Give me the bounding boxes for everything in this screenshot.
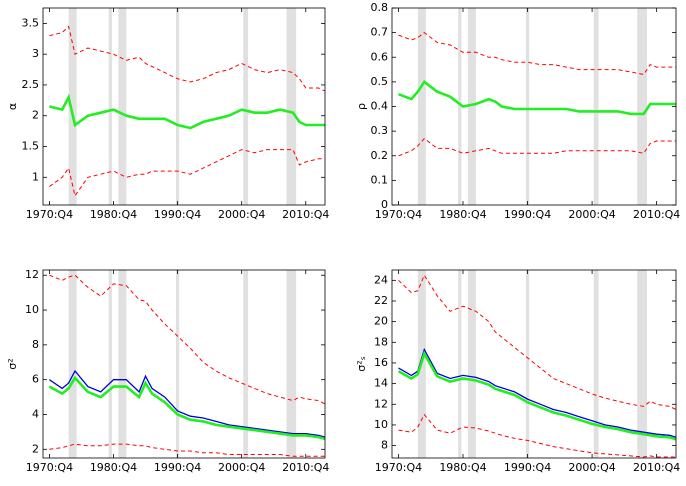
y-tick-label: 12 xyxy=(25,268,39,281)
recession-band xyxy=(286,8,297,205)
recession-band xyxy=(118,270,127,458)
estimate-line xyxy=(398,347,677,438)
y-tick-label: 0.8 xyxy=(371,1,389,14)
axes-box xyxy=(42,7,326,206)
y-tick-label: 24 xyxy=(374,273,388,286)
y-tick-label: 0.5 xyxy=(371,75,389,88)
y-tick-label: 0.6 xyxy=(371,50,389,63)
y-tick-label: 1.5 xyxy=(22,140,40,153)
y-tick-label: 8 xyxy=(32,338,39,351)
y-axis-label: ρ xyxy=(355,103,368,110)
y-tick-label: 0.1 xyxy=(371,173,389,186)
x-tick-label: 2010:Q4 xyxy=(282,208,329,221)
x-tick-label: 2000:Q4 xyxy=(218,208,265,221)
band-line xyxy=(49,443,325,457)
x-tick-label: 2000:Q4 xyxy=(568,208,615,221)
y-tick-label: 0 xyxy=(381,198,388,211)
y-tick-label: 2 xyxy=(32,109,39,122)
estimate-line xyxy=(49,93,325,130)
x-tick-label: 1970:Q4 xyxy=(26,461,73,474)
y-tick-label: 20 xyxy=(374,315,388,328)
estimate-line xyxy=(397,350,677,441)
recession-band xyxy=(467,270,476,458)
x-tick-label: 1990:Q4 xyxy=(154,208,201,221)
y-tick-label: 2 xyxy=(32,442,39,455)
x-tick-label: 2010:Q4 xyxy=(282,461,329,474)
band-line xyxy=(398,413,676,458)
y-tick-label: 8 xyxy=(381,439,388,452)
y-tick-label: 4 xyxy=(32,407,39,420)
recession-band xyxy=(243,8,249,205)
y-tick-label: 0.2 xyxy=(371,149,389,162)
y-tick-label: 16 xyxy=(374,356,388,369)
recession-band xyxy=(458,270,462,458)
x-tick-label: 1980:Q4 xyxy=(90,461,137,474)
y-tick-label: 18 xyxy=(374,335,388,348)
axes-box xyxy=(391,7,677,206)
recession-band xyxy=(458,8,462,205)
y-tick-label: 10 xyxy=(25,303,39,316)
band-line xyxy=(49,274,326,405)
recession-band xyxy=(593,270,599,458)
y-tick-label: 6 xyxy=(32,373,39,386)
band-line xyxy=(398,137,676,157)
x-tick-label: 2010:Q4 xyxy=(633,461,680,474)
recession-band xyxy=(108,8,112,205)
y-tick-label: 0.7 xyxy=(371,26,389,39)
y-tick-label: 12 xyxy=(374,397,388,410)
estimate-line xyxy=(48,375,326,441)
x-tick-label: 1990:Q4 xyxy=(504,208,551,221)
y-tick-label: 14 xyxy=(374,377,388,390)
recession-band xyxy=(593,8,599,205)
recession-band xyxy=(525,8,530,205)
axes-box xyxy=(42,269,326,459)
y-axis-label: σ² xyxy=(6,358,19,369)
x-tick-label: 1970:Q4 xyxy=(26,208,73,221)
x-tick-label: 1980:Q4 xyxy=(90,208,137,221)
estimate-line xyxy=(398,80,676,116)
estimate-line xyxy=(49,369,326,438)
band-line xyxy=(49,149,325,198)
x-tick-label: 2000:Q4 xyxy=(218,461,265,474)
band-line xyxy=(398,274,677,410)
recession-band xyxy=(243,270,249,458)
recession-band xyxy=(108,270,112,458)
y-tick-label: 2.5 xyxy=(22,78,40,91)
axes-box xyxy=(391,269,677,459)
y-tick-label: 10 xyxy=(374,418,388,431)
x-tick-label: 1970:Q4 xyxy=(375,208,422,221)
y-tick-label: 0.3 xyxy=(371,124,389,137)
recession-band xyxy=(286,270,297,458)
band-line xyxy=(49,25,326,92)
y-axis-label: σ²ₛ xyxy=(355,356,368,372)
y-tick-label: 3 xyxy=(32,47,39,60)
y-axis-label: α xyxy=(6,103,19,110)
recession-band xyxy=(175,8,180,205)
recession-band xyxy=(417,8,426,205)
recession-band xyxy=(175,270,180,458)
recession-band xyxy=(637,270,647,458)
x-tick-label: 2010:Q4 xyxy=(633,208,680,221)
recession-band xyxy=(118,8,127,205)
y-tick-label: 22 xyxy=(374,294,388,307)
y-tick-label: 1 xyxy=(32,170,39,183)
x-tick-label: 1990:Q4 xyxy=(504,461,551,474)
recession-band xyxy=(68,8,77,205)
x-tick-label: 1980:Q4 xyxy=(439,208,486,221)
recession-band xyxy=(525,270,530,458)
x-tick-label: 2000:Q4 xyxy=(568,461,615,474)
y-tick-label: 3.5 xyxy=(22,16,40,29)
recession-band xyxy=(637,8,647,205)
y-tick-label: 0.4 xyxy=(371,100,389,113)
x-tick-label: 1990:Q4 xyxy=(154,461,201,474)
x-tick-label: 1980:Q4 xyxy=(439,461,486,474)
recession-band xyxy=(467,8,476,205)
x-tick-label: 1970:Q4 xyxy=(375,461,422,474)
band-line xyxy=(398,31,676,76)
recession-band xyxy=(68,270,77,458)
